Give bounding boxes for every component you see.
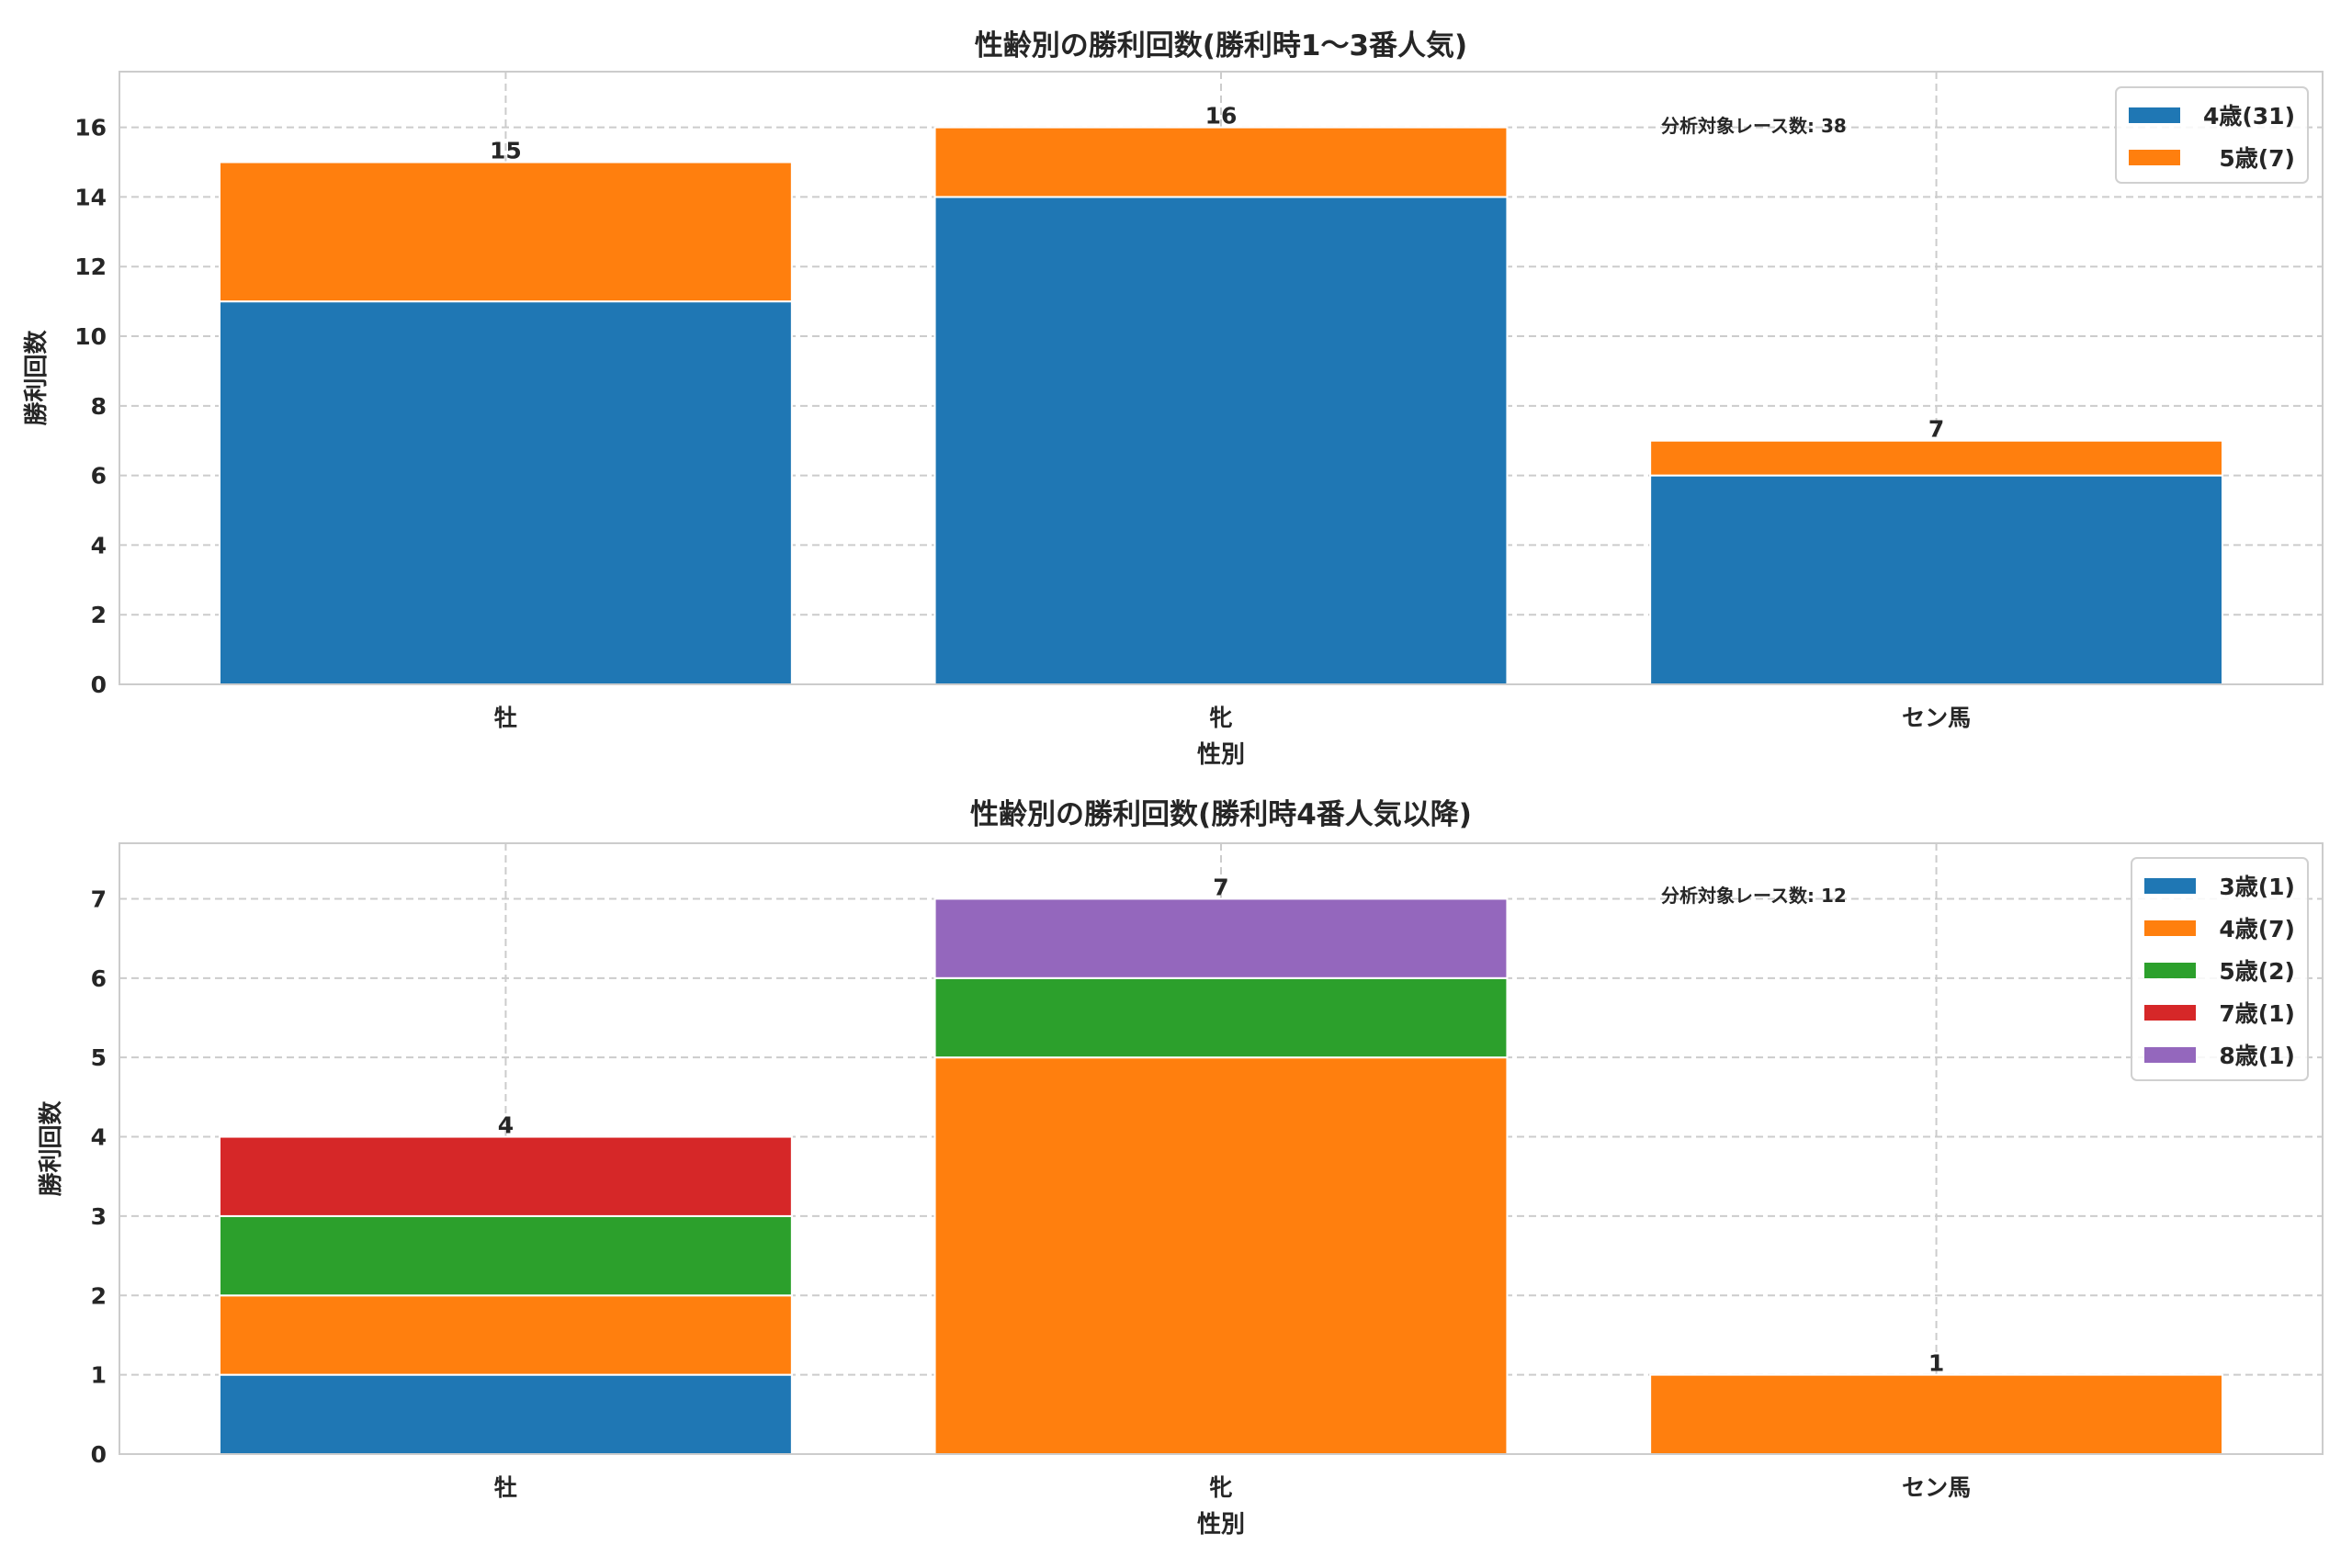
legend-label: 7歳(1)	[2219, 1000, 2295, 1027]
legend-label: 4歳(31)	[2203, 103, 2295, 130]
bar-segment	[1649, 439, 2223, 477]
legend-label: 3歳(1)	[2219, 874, 2295, 900]
bar-segment	[219, 1214, 793, 1297]
total-label: 7	[1928, 416, 1944, 443]
y-tick-label: 2	[91, 602, 107, 628]
y-tick-label: 4	[91, 1124, 107, 1151]
y-tick-label: 6	[91, 965, 107, 992]
x-tick-label: 牝	[1209, 705, 1232, 731]
y-tick-label: 2	[91, 1282, 107, 1309]
legend: 4歳(31) 5歳(7)	[2115, 86, 2309, 184]
x-tick-label: セン馬	[1902, 1474, 1971, 1501]
y-tick-label: 1	[91, 1362, 107, 1389]
x-tick-label: 牝	[1209, 1474, 1232, 1501]
legend-swatch	[2144, 1047, 2196, 1063]
bar-segment	[219, 1135, 793, 1217]
chart-title: 性齢別の勝利回数(勝利時1〜3番人気)	[975, 29, 1467, 62]
y-tick-label: 12	[74, 254, 107, 280]
legend-box	[2131, 857, 2309, 1081]
bar-segment	[933, 126, 1509, 198]
x-axis-label: 性別	[1197, 1511, 1245, 1539]
legend-label: 5歳(7)	[2219, 145, 2295, 172]
bar-segment	[933, 976, 1509, 1059]
chart-title: 性齢別の勝利回数(勝利時4番人気以降)	[970, 798, 1472, 831]
chart-1: 15 16 7 0 2 4 6 8 10 12 14 16 牡 牝 セン馬 性齢別の勝利回数(勝利時1〜3番人…	[23, 29, 2324, 769]
legend-swatch	[2129, 150, 2180, 165]
bar-segment	[219, 161, 793, 303]
legend-swatch	[2129, 107, 2180, 123]
bar-segment	[219, 300, 793, 685]
y-tick-label: 8	[91, 393, 107, 420]
y-axis-label: 勝利回数	[23, 330, 51, 426]
y-tick-label: 16	[74, 115, 107, 141]
legend-label: 5歳(2)	[2219, 958, 2295, 985]
y-tick-label: 0	[91, 1441, 107, 1468]
bar-segment	[1649, 474, 2223, 686]
axes-frame	[119, 71, 2324, 685]
x-tick-label: 牡	[494, 1474, 517, 1501]
x-tick-label: セン馬	[1902, 705, 1971, 731]
legend: 3歳(1) 4歳(7) 5歳(2) 7歳(1) 8歳(1)	[2131, 857, 2309, 1081]
x-axis-label: 性別	[1197, 741, 1245, 769]
y-tick-label: 7	[91, 886, 107, 912]
legend-swatch	[2144, 878, 2196, 894]
legend-label: 4歳(7)	[2219, 916, 2295, 942]
y-axis-label: 勝利回数	[38, 1100, 65, 1197]
bar-segment	[1649, 1373, 2223, 1455]
total-label: 4	[498, 1112, 514, 1139]
x-tick-label: 牡	[494, 705, 517, 731]
y-tick-label: 6	[91, 463, 107, 490]
legend-swatch	[2144, 1005, 2196, 1021]
total-label: 7	[1213, 874, 1228, 900]
y-tick-label: 4	[91, 532, 107, 558]
y-tick-label: 3	[91, 1203, 107, 1230]
y-tick-label: 10	[74, 323, 107, 350]
bar-segment	[933, 1056, 1509, 1455]
y-tick-label: 5	[91, 1044, 107, 1071]
total-label: 1	[1928, 1350, 1944, 1377]
bar-segment	[219, 1294, 793, 1376]
legend-swatch	[2144, 920, 2196, 936]
bar-segment	[933, 196, 1509, 685]
axes-frame	[119, 842, 2324, 1455]
bar-segment	[933, 897, 1509, 979]
chart-2: 47101234567牡牝セン馬性齢別の勝利回数(勝利時4番人気以降)性別勝利回…	[38, 798, 2324, 1539]
race-count-annotation: 分析対象レース数: 38	[1661, 115, 1847, 137]
race-count-annotation: 分析対象レース数: 12	[1661, 885, 1847, 907]
y-tick-label: 0	[91, 671, 107, 698]
y-tick-label: 14	[74, 184, 107, 210]
legend-label: 8歳(1)	[2219, 1043, 2295, 1069]
bar-segment	[219, 1373, 793, 1455]
total-label: 15	[490, 138, 522, 164]
legend-swatch	[2144, 963, 2196, 978]
total-label: 16	[1205, 103, 1238, 130]
